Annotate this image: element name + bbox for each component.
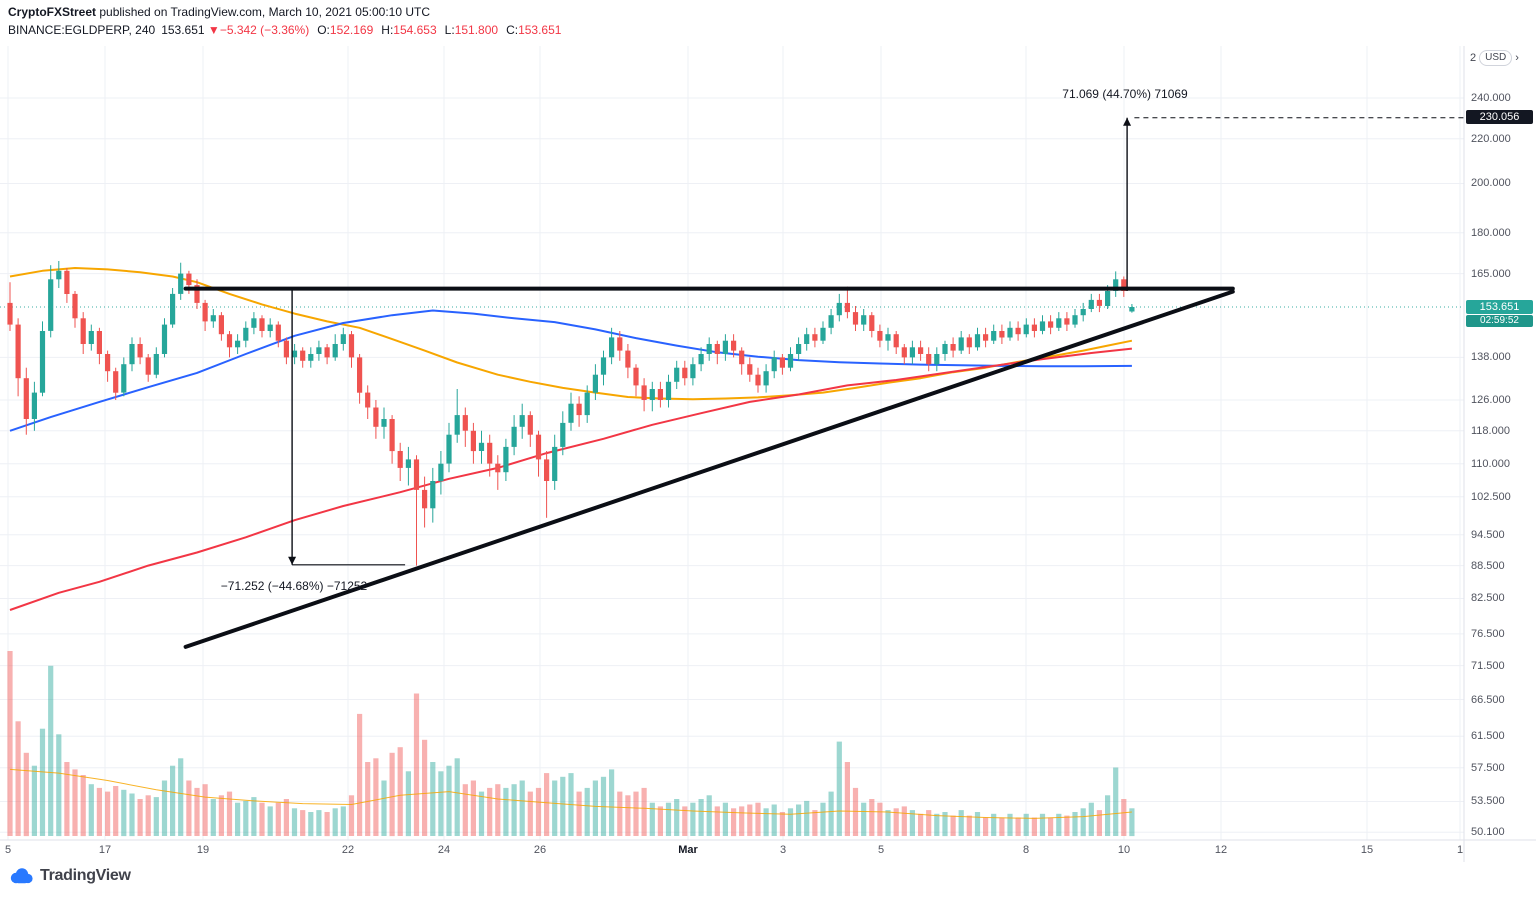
tradingview-logo[interactable]: TradingView [8,867,131,885]
time-axis-label: 24 [437,844,451,856]
symbol-name: BINANCE:EGLDPERP, 240 [8,23,156,37]
price-change: −5.342 (−3.36%) [219,23,310,37]
time-axis-label: 5 [4,844,12,856]
time-axis-label: 8 [1022,844,1030,856]
tradingview-logo-text: TradingView [40,867,131,884]
close-label: C: [506,23,519,37]
price-axis-label: 82.500 [1471,592,1505,604]
price-axis-label: 126.000 [1471,394,1511,406]
current-price-badge: 153.651 [1466,300,1533,314]
time-axis-label: 22 [341,844,355,856]
time-axis-label: 3 [779,844,787,856]
price-axis-label: 180.000 [1471,227,1511,239]
price-axis-label: 76.500 [1471,628,1505,640]
price-axis-label: 88.500 [1471,560,1505,572]
low-value: 151.800 [454,23,499,37]
chevron-right-icon: › [1515,52,1519,64]
measure-down-label: −71.252 (−44.68%) −71252 [220,579,368,593]
time-axis-label: 5 [877,844,885,856]
time-axis-label: 1 [1456,844,1464,856]
change-arrow-icon: ▼ [207,23,220,37]
cloud-icon [10,868,33,884]
price-axis-label: 50.100 [1471,826,1505,838]
price-axis-label: 110.000 [1471,458,1510,470]
time-axis-label: 26 [533,844,547,856]
time-axis-label: 10 [1117,844,1131,856]
price-axis-label: 240.000 [1471,92,1511,104]
currency-control[interactable]: 2 USD › [1470,50,1519,66]
time-axis-label: 19 [196,844,210,856]
open-label: O: [317,23,330,37]
bar-countdown-badge: 02:59:52 [1466,315,1533,327]
scale-digit: 2 [1470,52,1477,64]
time-axis-label: 12 [1214,844,1228,856]
price-axis-label: 118.000 [1471,425,1510,437]
price-axis-label: 102.500 [1471,491,1511,503]
price-axis-label: 61.500 [1471,730,1505,742]
price-axis-label: 94.500 [1471,529,1505,541]
price-axis-label: 165.000 [1471,268,1511,280]
price-axis-label: 200.000 [1471,177,1511,189]
measure-up-label: 71.069 (44.70%) 71069 [1062,87,1188,101]
low-label: L: [444,23,455,37]
price-axis-label: 71.500 [1471,660,1505,672]
high-value: 154.653 [393,23,437,37]
close-value: 153.651 [518,23,562,37]
symbol-info-bar: BINANCE:EGLDPERP, 240 153.651 ▼−5.342 (−3… [8,23,561,37]
price-axis-label: 220.000 [1471,133,1511,145]
time-axis-label: Mar [678,844,698,856]
attribution-bar: CryptoFXStreet published on TradingView.… [8,5,430,19]
time-axis-label: 15 [1360,844,1374,856]
price-axis-label: 57.500 [1471,762,1505,774]
open-value: 152.169 [329,23,374,37]
target-price-badge: 230.056 [1466,110,1533,124]
currency-pill[interactable]: USD [1479,50,1513,66]
price-axis-label: 138.000 [1471,351,1511,363]
publisher-name: CryptoFXStreet [8,5,97,19]
published-text: published on TradingView.com, March 10, … [96,5,430,19]
high-label: H: [381,23,394,37]
price-axis-label: 66.500 [1471,694,1505,706]
time-axis-label: 17 [98,844,112,856]
price-axis-label: 53.500 [1471,795,1505,807]
last-price: 153.651 [161,23,205,37]
